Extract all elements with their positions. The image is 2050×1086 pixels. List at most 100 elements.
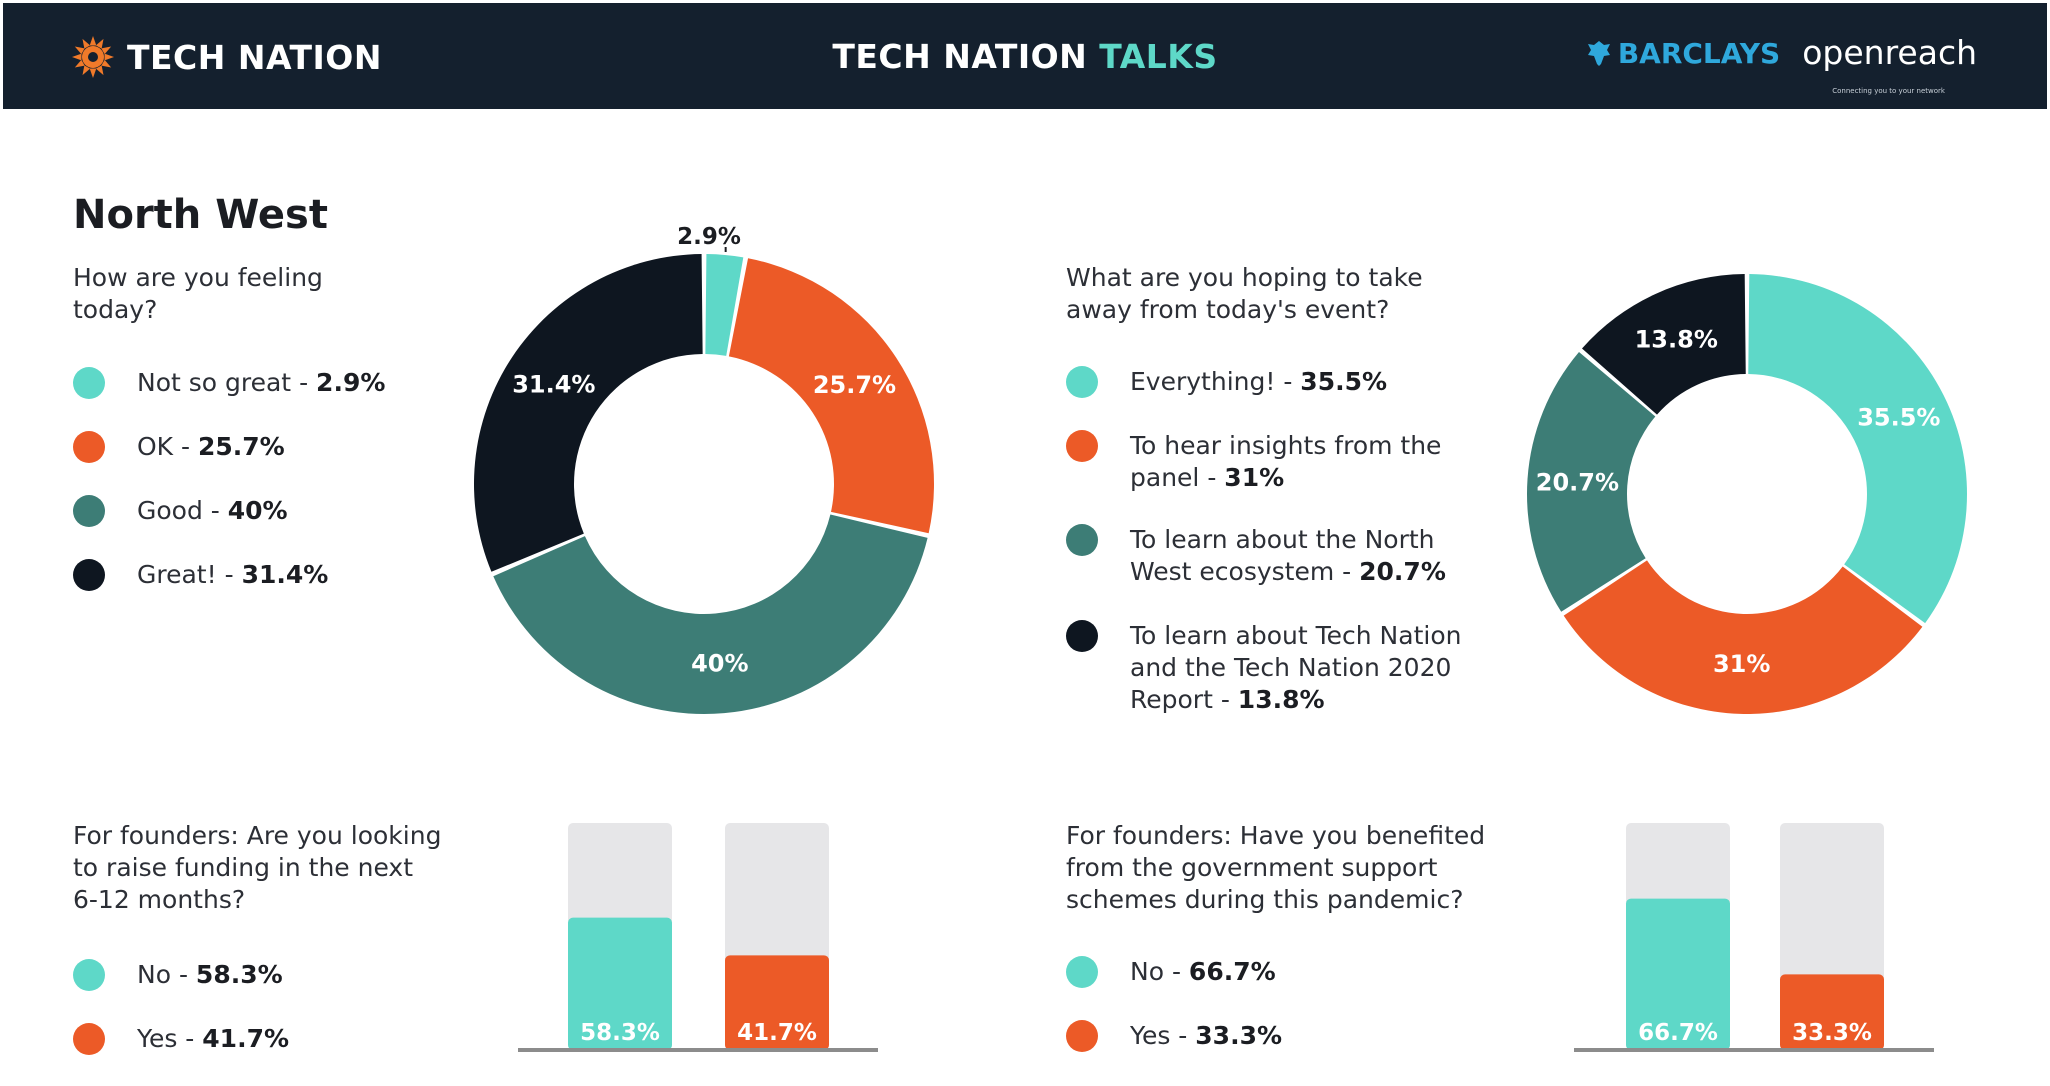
- legend-value: 20.7%: [1359, 557, 1446, 586]
- legend-item: No - 66.7%: [1066, 956, 1276, 988]
- support-question: For founders: Have you benefited from th…: [1066, 820, 1485, 916]
- legend-value: 31.4%: [241, 560, 329, 589]
- legend-label: Everything!: [1130, 367, 1276, 396]
- legend-dot: [73, 959, 105, 991]
- openreach-wordmark: openreach: [1802, 33, 1977, 72]
- legend-label: Yes: [1130, 1021, 1171, 1050]
- logo-ray: [89, 36, 97, 46]
- slice-label: 40%: [691, 649, 748, 677]
- donut-slice: [493, 514, 928, 714]
- legend-item: Great! - 31.4%: [73, 559, 328, 591]
- legend-item: Good - 40%: [73, 495, 288, 527]
- legend-label: Yes: [137, 1024, 178, 1053]
- legend-value: 40%: [227, 496, 288, 525]
- legend-item: No - 58.3%: [73, 959, 283, 991]
- logo-ray: [104, 53, 114, 61]
- eagle-icon: [1587, 41, 1610, 66]
- legend-label: Report: [1130, 685, 1213, 714]
- logo-ray: [74, 46, 85, 55]
- header-bar: TECH NATION TECH NATION TALKS BARCLAYS o…: [3, 3, 2047, 109]
- openreach-logo[interactable]: openreach Connecting you to your network: [1802, 33, 1977, 95]
- logo-ray: [74, 59, 85, 68]
- legend-value: 13.8%: [1237, 685, 1325, 714]
- legend-item: To hear insights from the panel - 31%: [1066, 430, 1441, 494]
- legend-label: To learn about the North: [1130, 525, 1435, 554]
- feeling-question-line: How are you feeling: [73, 263, 323, 292]
- donut-slice: [728, 258, 935, 534]
- logo-ray: [95, 65, 104, 76]
- legend-value: 25.7%: [198, 432, 285, 461]
- slice-label: 31.4%: [512, 371, 595, 399]
- legend-label: OK: [137, 432, 174, 461]
- donut-slice: [1563, 560, 1923, 714]
- legend-label: Great!: [137, 560, 217, 589]
- support-question-line: For founders: Have you benefited: [1066, 821, 1486, 850]
- slice-label: 2.9%: [677, 224, 741, 250]
- legend-dot: [1066, 1020, 1098, 1052]
- legend-item: Yes - 33.3%: [1066, 1020, 1282, 1052]
- legend-label: panel: [1130, 463, 1200, 492]
- slice-label: 13.8%: [1635, 325, 1718, 353]
- bar: [725, 955, 829, 1050]
- legend-item: To learn about the North West ecosystem -…: [1066, 524, 1446, 588]
- donut-slice: [1582, 274, 1746, 415]
- bar-label: 41.7%: [737, 1020, 817, 1046]
- logo-ray: [95, 38, 104, 49]
- bar-label: 33.3%: [1792, 1020, 1872, 1046]
- donut-slice: [1526, 351, 1656, 612]
- bar: [568, 917, 672, 1050]
- funding-question: For founders: Are you looking to raise f…: [73, 820, 441, 916]
- logo-ray: [82, 65, 91, 76]
- takeaway-question: What are you hoping to take away from to…: [1066, 262, 1423, 326]
- legend-label: and the Tech Nation 2020: [1130, 653, 1452, 682]
- page-title: North West: [73, 192, 328, 238]
- legend-dot: [73, 559, 105, 591]
- legend-label: Not so great: [137, 368, 292, 397]
- feeling-question-line: today?: [73, 295, 158, 324]
- legend-item: Not so great - 2.9%: [73, 367, 385, 399]
- bar: [1626, 898, 1730, 1050]
- barclays-wordmark: BARCLAYS: [1617, 36, 1781, 70]
- slice-label: 25.7%: [813, 371, 896, 399]
- openreach-tagline: Connecting you to your network: [1832, 87, 1945, 95]
- takeaway-question-line: away from today's event?: [1066, 295, 1390, 324]
- event-title-part1: TECH NATION: [832, 37, 1088, 76]
- funding-question-line: 6-12 months?: [73, 885, 246, 914]
- sun-logo-icon: [72, 36, 114, 78]
- event-title-part2: TALKS: [1099, 37, 1218, 76]
- legend-value: 66.7%: [1188, 957, 1276, 986]
- barclays-logo[interactable]: BARCLAYS: [1586, 37, 1780, 70]
- legend-value: 58.3%: [195, 960, 283, 989]
- logo-ray: [72, 53, 82, 61]
- legend-dot: [1066, 524, 1098, 556]
- legend-value: 2.9%: [316, 368, 386, 397]
- feeling-question: How are you feeling today?: [73, 262, 323, 326]
- legend-label: Good: [137, 496, 203, 525]
- legend-value: 35.5%: [1300, 367, 1388, 396]
- support-question-line: schemes during this pandemic?: [1066, 885, 1464, 914]
- logo-ray: [101, 46, 112, 55]
- legend-dot: [1066, 956, 1098, 988]
- legend-value: 41.7%: [202, 1024, 290, 1053]
- legend-dot: [73, 367, 105, 399]
- legend-dot: [73, 495, 105, 527]
- legend-dot: [1066, 620, 1098, 652]
- bar-label: 58.3%: [580, 1020, 660, 1046]
- legend-label: West ecosystem: [1130, 557, 1335, 586]
- slice-label: 31%: [1713, 650, 1770, 678]
- legend-value: 33.3%: [1195, 1021, 1283, 1050]
- logo-ray: [82, 38, 91, 49]
- takeaway-question-line: What are you hoping to take: [1066, 263, 1423, 292]
- legend-item: Yes - 41.7%: [73, 1023, 289, 1055]
- legend-value: 31%: [1224, 463, 1285, 492]
- legend-label: To learn about Tech Nation: [1130, 621, 1462, 650]
- legend-item: Everything! - 35.5%: [1066, 366, 1387, 398]
- bar-label: 66.7%: [1638, 1020, 1718, 1046]
- brand-name: TECH NATION: [127, 37, 382, 77]
- legend-item: OK - 25.7%: [73, 431, 285, 463]
- legend-dot: [1066, 430, 1098, 462]
- donut-slice: [705, 254, 744, 356]
- logo-ray: [101, 59, 112, 68]
- tech-nation-logo[interactable]: TECH NATION: [71, 35, 382, 79]
